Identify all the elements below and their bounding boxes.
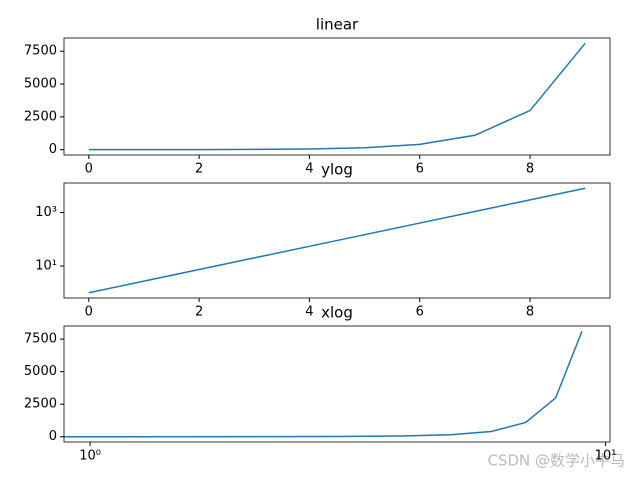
x-tick-label: 0	[85, 305, 93, 320]
x-tick-label: 6	[416, 162, 424, 177]
y-tick-label: 10¹	[35, 259, 57, 274]
x-tick-label: 10⁰	[79, 449, 101, 464]
y-tick-label: 5000	[24, 364, 57, 379]
subplot-title: ylog	[321, 161, 353, 179]
subplot-title: linear	[316, 16, 359, 34]
x-tick-label: 2	[195, 305, 203, 320]
x-tick-label: 4	[305, 305, 313, 320]
data-line	[88, 42, 586, 151]
y-tick-label: 10³	[35, 205, 57, 220]
y-tick-label: 2500	[24, 397, 57, 412]
x-tick-label: 8	[526, 162, 534, 177]
x-tick-label: 0	[85, 162, 93, 177]
x-tick-label: 8	[526, 305, 534, 320]
y-tick-label: 7500	[24, 332, 57, 347]
y-tick-label: 0	[49, 429, 57, 444]
axes-frame	[63, 325, 611, 443]
watermark: CSDN @数学小牛马	[487, 452, 625, 470]
data-line	[64, 330, 583, 438]
y-tick-label: 5000	[24, 77, 57, 92]
axes-frame	[63, 37, 611, 156]
axes-frame	[63, 182, 611, 299]
x-tick-label: 6	[416, 305, 424, 320]
x-tick-label: 2	[195, 162, 203, 177]
y-tick-label: 7500	[24, 44, 57, 59]
data-line	[88, 187, 586, 294]
x-tick-label: 10¹	[595, 449, 617, 464]
y-tick-label: 2500	[24, 109, 57, 124]
x-tick-label: 4	[305, 162, 313, 177]
y-tick-label: 0	[49, 142, 57, 157]
subplot-title: xlog	[321, 304, 353, 322]
